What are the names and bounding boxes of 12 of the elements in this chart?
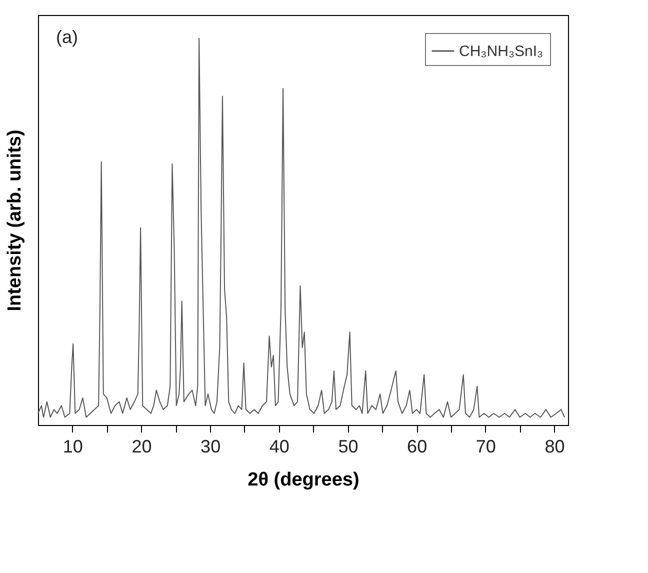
x-tick-label: 60 [407, 436, 428, 456]
legend-label: CH₃NH₃SnI₃ [459, 43, 544, 60]
annotation: (a) [56, 27, 78, 47]
x-tick-label: 80 [544, 436, 565, 456]
x-tick-label: 40 [269, 436, 290, 456]
x-tick-label: 70 [476, 436, 496, 456]
x-tick-label: 10 [62, 436, 83, 456]
x-axis-title: 2θ (degrees) [248, 470, 360, 490]
x-tick-label: 50 [338, 436, 358, 456]
x-tick-label: 30 [200, 436, 221, 456]
x-tick-label: 20 [132, 436, 152, 456]
y-axis-title: Intensity (arb. units) [4, 130, 26, 312]
